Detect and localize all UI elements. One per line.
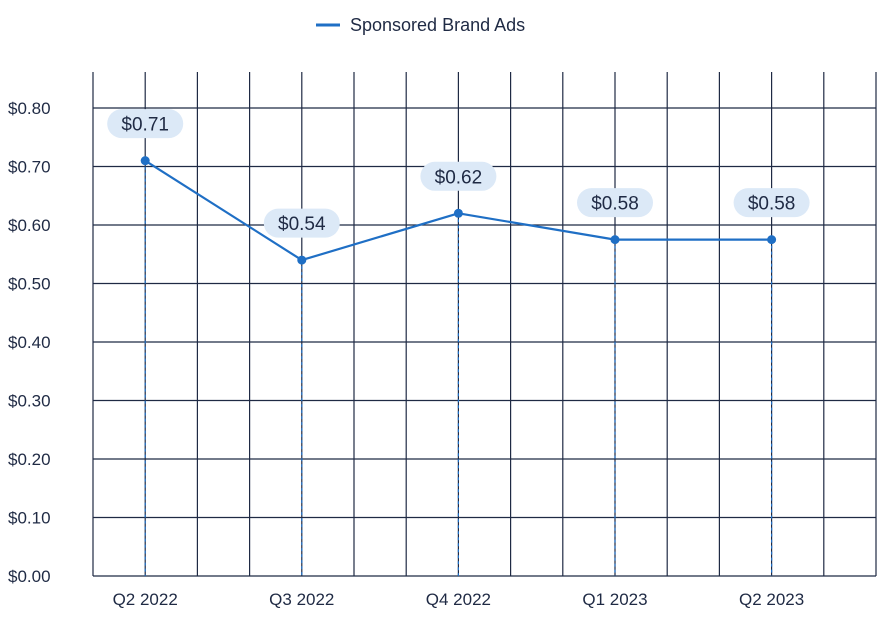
data-label-text: $0.71: [121, 115, 169, 136]
data-point: [610, 235, 620, 245]
data-point: [767, 235, 777, 245]
y-tick-label: $0.10: [8, 509, 51, 528]
y-tick-label: $0.20: [8, 450, 51, 469]
series-layer: [140, 156, 777, 265]
data-label-bg: [420, 161, 497, 191]
legend-label: Sponsored Brand Ads: [350, 15, 525, 35]
drop-lines: [144, 160, 773, 576]
y-tick-label: $0.00: [8, 567, 51, 586]
data-labels: $0.71 $0.54 $0.62 $0.58 $0.58: [107, 109, 810, 238]
x-tick-label: Q4 2022: [426, 590, 491, 609]
grid: [92, 72, 877, 577]
data-label: $0.62: [420, 161, 497, 191]
data-label: $0.71: [107, 109, 184, 139]
data-label: $0.58: [577, 188, 653, 218]
y-tick-label: $0.40: [8, 333, 51, 352]
x-tick-label: Q1 2023: [582, 590, 647, 609]
data-label-bg: [733, 188, 810, 218]
data-point: [140, 156, 150, 166]
data-label: $0.54: [263, 208, 340, 238]
y-tick-label: $0.60: [8, 216, 51, 235]
y-tick-label: $0.80: [8, 99, 51, 118]
legend: Sponsored Brand Ads: [316, 15, 525, 35]
x-tick-label: Q3 2022: [269, 590, 334, 609]
data-label-text: $0.62: [435, 167, 483, 188]
data-label-text: $0.58: [748, 194, 796, 215]
y-tick-label: $0.50: [8, 275, 51, 294]
data-label-bg: [577, 188, 653, 218]
x-tick-label: Q2 2022: [113, 590, 178, 609]
data-label-bg: [107, 109, 184, 139]
y-tick-label: $0.70: [8, 158, 51, 177]
data-point: [453, 208, 463, 218]
data-label-text: $0.54: [278, 214, 326, 235]
y-axis-ticks: $0.00 $0.10 $0.20 $0.30 $0.40 $0.50 $0.60 $0.70…: [8, 99, 51, 586]
data-label-bg: [263, 208, 340, 238]
data-point: [297, 255, 307, 265]
data-label: $0.58: [733, 188, 810, 218]
y-tick-label: $0.30: [8, 392, 51, 411]
data-label-text: $0.58: [591, 194, 639, 215]
x-axis-ticks: Q2 2022 Q3 2022 Q4 2022 Q1 2023 Q2 2023: [113, 590, 805, 609]
x-tick-label: Q2 2023: [739, 590, 804, 609]
